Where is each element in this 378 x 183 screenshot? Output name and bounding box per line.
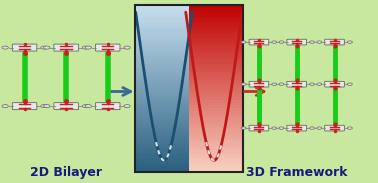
- Circle shape: [317, 41, 322, 43]
- Bar: [189, 136, 243, 139]
- Bar: [189, 94, 243, 97]
- Text: 2D Bilayer: 2D Bilayer: [30, 166, 102, 180]
- Bar: [189, 103, 243, 105]
- Bar: [189, 22, 243, 25]
- Bar: [189, 133, 243, 136]
- Bar: [189, 11, 243, 14]
- Bar: [135, 5, 243, 172]
- Bar: [189, 147, 243, 150]
- Bar: [135, 33, 189, 36]
- Circle shape: [85, 46, 91, 49]
- Bar: [189, 97, 243, 100]
- Bar: [189, 55, 243, 58]
- Circle shape: [279, 127, 284, 129]
- Bar: [189, 64, 243, 67]
- Bar: [135, 75, 189, 78]
- Bar: [135, 136, 189, 139]
- Bar: [189, 44, 243, 47]
- Bar: [189, 144, 243, 147]
- FancyBboxPatch shape: [325, 81, 344, 87]
- Bar: [135, 36, 189, 39]
- Bar: [189, 108, 243, 111]
- Bar: [189, 83, 243, 86]
- Bar: [189, 167, 243, 169]
- Bar: [135, 158, 189, 161]
- Bar: [135, 111, 189, 114]
- Bar: [135, 164, 189, 167]
- Bar: [189, 25, 243, 28]
- Bar: [189, 153, 243, 155]
- Bar: [189, 47, 243, 50]
- Circle shape: [347, 83, 352, 85]
- Bar: [135, 31, 189, 33]
- FancyBboxPatch shape: [287, 125, 307, 131]
- Bar: [189, 8, 243, 11]
- Bar: [135, 125, 189, 128]
- Bar: [189, 14, 243, 17]
- Bar: [189, 33, 243, 36]
- Bar: [135, 11, 189, 14]
- Bar: [189, 75, 243, 78]
- FancyBboxPatch shape: [249, 39, 269, 45]
- Bar: [189, 17, 243, 19]
- Bar: [189, 119, 243, 122]
- Bar: [135, 89, 189, 92]
- Bar: [135, 117, 189, 119]
- FancyBboxPatch shape: [249, 81, 269, 87]
- Bar: [189, 19, 243, 22]
- Bar: [189, 86, 243, 89]
- Bar: [189, 161, 243, 164]
- Bar: [135, 144, 189, 147]
- Bar: [189, 69, 243, 72]
- Bar: [189, 169, 243, 172]
- Circle shape: [347, 127, 352, 129]
- Circle shape: [124, 46, 130, 49]
- Bar: [189, 36, 243, 39]
- Bar: [189, 125, 243, 128]
- Bar: [135, 50, 189, 53]
- Bar: [189, 67, 243, 69]
- Bar: [135, 58, 189, 61]
- Bar: [189, 72, 243, 75]
- Bar: [135, 69, 189, 72]
- Bar: [135, 92, 189, 94]
- Bar: [135, 105, 189, 108]
- Bar: [189, 130, 243, 133]
- Bar: [189, 155, 243, 158]
- Bar: [135, 169, 189, 172]
- Bar: [189, 117, 243, 119]
- Circle shape: [241, 83, 246, 85]
- Circle shape: [279, 83, 284, 85]
- Bar: [189, 150, 243, 153]
- Bar: [135, 153, 189, 155]
- Bar: [135, 78, 189, 81]
- Circle shape: [43, 105, 50, 108]
- Circle shape: [2, 105, 8, 108]
- Bar: [189, 128, 243, 130]
- FancyBboxPatch shape: [12, 44, 37, 51]
- Bar: [135, 17, 189, 19]
- Bar: [135, 86, 189, 89]
- Circle shape: [347, 41, 352, 43]
- FancyBboxPatch shape: [96, 103, 120, 110]
- Circle shape: [272, 41, 277, 43]
- Circle shape: [85, 105, 91, 108]
- Bar: [135, 161, 189, 164]
- Bar: [135, 119, 189, 122]
- Bar: [135, 25, 189, 28]
- Bar: [135, 44, 189, 47]
- Bar: [135, 122, 189, 125]
- Bar: [189, 61, 243, 64]
- Bar: [189, 100, 243, 103]
- Bar: [189, 53, 243, 55]
- FancyBboxPatch shape: [325, 39, 344, 45]
- Bar: [135, 139, 189, 141]
- Circle shape: [272, 83, 277, 85]
- Bar: [135, 39, 189, 42]
- FancyBboxPatch shape: [249, 125, 269, 131]
- Bar: [189, 139, 243, 141]
- FancyBboxPatch shape: [287, 39, 307, 45]
- Bar: [135, 53, 189, 55]
- FancyBboxPatch shape: [54, 103, 78, 110]
